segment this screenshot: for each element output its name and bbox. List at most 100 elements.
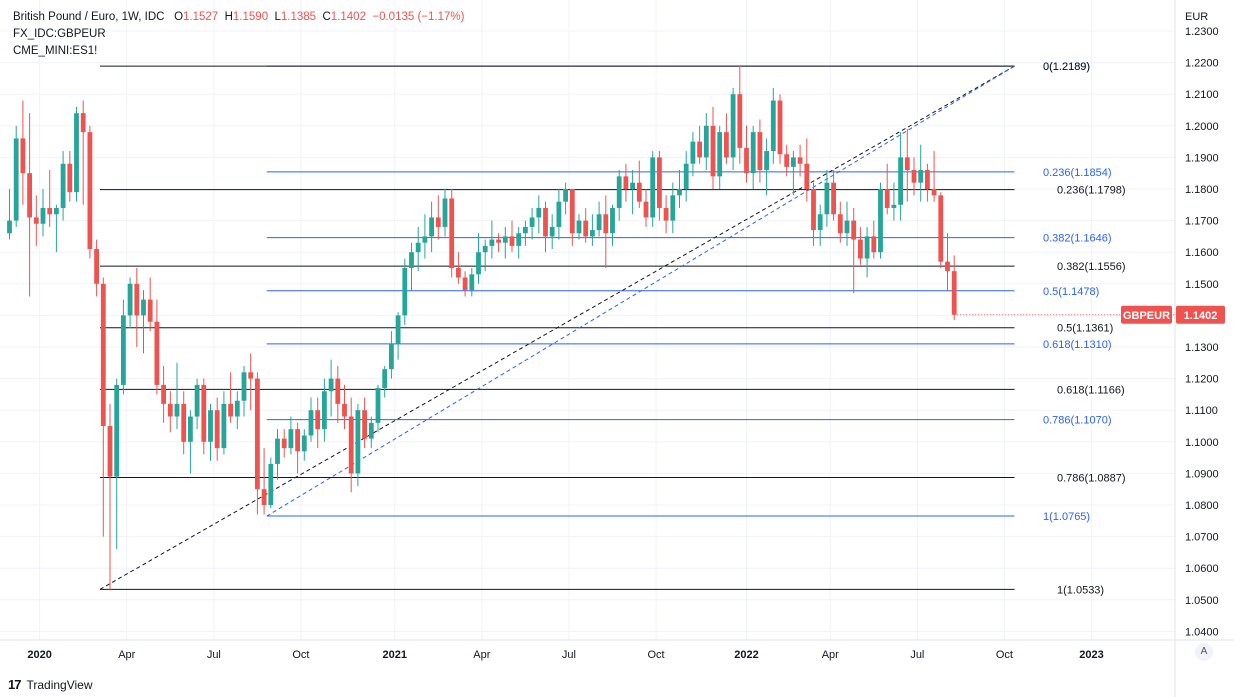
candle[interactable]: [871, 220, 877, 259]
candle[interactable]: [389, 331, 394, 379]
candle[interactable]: [791, 151, 796, 196]
candle[interactable]: [730, 87, 736, 171]
candle[interactable]: [690, 132, 696, 177]
candle[interactable]: [328, 359, 334, 417]
candle[interactable]: [201, 378, 207, 455]
candle[interactable]: [496, 233, 501, 253]
candle[interactable]: [931, 151, 937, 202]
candle[interactable]: [523, 220, 528, 246]
candle[interactable]: [683, 151, 689, 202]
candle[interactable]: [288, 416, 294, 455]
candle[interactable]: [402, 258, 408, 325]
candle[interactable]: [221, 391, 227, 455]
candle[interactable]: [536, 195, 542, 234]
candle[interactable]: [831, 170, 836, 221]
candle[interactable]: [516, 226, 522, 259]
candle[interactable]: [529, 207, 535, 240]
candle[interactable]: [281, 429, 287, 458]
candle[interactable]: [295, 422, 300, 474]
candle[interactable]: [67, 151, 73, 202]
legend-symbol-1[interactable]: FX_IDC:GBPEUR: [13, 28, 106, 40]
candle[interactable]: [167, 391, 173, 433]
candle[interactable]: [275, 429, 280, 480]
candle[interactable]: [322, 378, 327, 442]
candle[interactable]: [462, 271, 468, 297]
candle[interactable]: [355, 403, 361, 487]
candle[interactable]: [301, 429, 307, 461]
candle[interactable]: [80, 100, 86, 205]
candle[interactable]: [650, 151, 656, 227]
candle[interactable]: [543, 201, 548, 253]
candle[interactable]: [489, 220, 495, 259]
candle[interactable]: [255, 372, 260, 515]
candle[interactable]: [563, 182, 568, 215]
candle[interactable]: [33, 195, 39, 246]
candle[interactable]: [509, 220, 515, 253]
candle[interactable]: [100, 277, 106, 537]
candle[interactable]: [87, 125, 93, 259]
candle[interactable]: [670, 182, 676, 234]
candle[interactable]: [858, 226, 863, 265]
candle[interactable]: [214, 397, 220, 461]
tradingview-footer[interactable]: 17 TradingView: [8, 677, 93, 692]
candle[interactable]: [248, 353, 254, 411]
candle[interactable]: [811, 182, 816, 246]
candle[interactable]: [342, 384, 347, 430]
candle[interactable]: [717, 125, 723, 189]
candle[interactable]: [784, 144, 790, 177]
candle[interactable]: [161, 365, 166, 423]
candle[interactable]: [904, 128, 910, 202]
candle[interactable]: [375, 384, 381, 433]
candle[interactable]: [583, 207, 589, 243]
candle[interactable]: [60, 151, 66, 221]
candle[interactable]: [610, 204, 615, 246]
candle[interactable]: [697, 125, 702, 164]
candle[interactable]: [677, 170, 682, 208]
candle[interactable]: [268, 457, 274, 509]
candle[interactable]: [804, 138, 810, 202]
candle[interactable]: [368, 416, 374, 449]
candle[interactable]: [817, 204, 823, 246]
candle[interactable]: [630, 170, 635, 215]
candle[interactable]: [737, 65, 743, 164]
candle[interactable]: [449, 189, 455, 278]
candle[interactable]: [54, 204, 59, 253]
candle[interactable]: [415, 226, 421, 272]
candle[interactable]: [777, 94, 783, 164]
candle[interactable]: [107, 403, 113, 591]
candle[interactable]: [596, 201, 602, 237]
candle[interactable]: [435, 195, 441, 240]
candle[interactable]: [194, 378, 200, 430]
candle[interactable]: [710, 106, 716, 189]
candle[interactable]: [911, 157, 917, 196]
candle[interactable]: [502, 226, 508, 259]
candle[interactable]: [7, 189, 12, 240]
candle[interactable]: [918, 144, 924, 202]
candle[interactable]: [395, 312, 401, 360]
candle[interactable]: [47, 170, 53, 227]
candle[interactable]: [945, 233, 950, 291]
legend-symbol-2[interactable]: CME_MINI:ES1!: [13, 45, 98, 57]
candle[interactable]: [569, 189, 575, 246]
candle[interactable]: [261, 448, 267, 515]
candle[interactable]: [241, 365, 247, 417]
candle[interactable]: [348, 397, 354, 493]
candle[interactable]: [127, 277, 133, 329]
candle[interactable]: [864, 226, 870, 278]
candle[interactable]: [335, 365, 341, 423]
candle[interactable]: [94, 239, 99, 297]
candle[interactable]: [382, 365, 388, 398]
candle[interactable]: [576, 214, 582, 240]
candle[interactable]: [308, 397, 314, 442]
candle[interactable]: [770, 87, 776, 164]
candle[interactable]: [362, 397, 367, 449]
candle[interactable]: [549, 214, 555, 250]
candle[interactable]: [643, 189, 649, 227]
candle[interactable]: [824, 170, 830, 227]
candle[interactable]: [174, 362, 180, 430]
candle[interactable]: [884, 163, 890, 215]
candle[interactable]: [590, 214, 595, 246]
candle[interactable]: [114, 378, 120, 550]
candle[interactable]: [844, 201, 850, 246]
